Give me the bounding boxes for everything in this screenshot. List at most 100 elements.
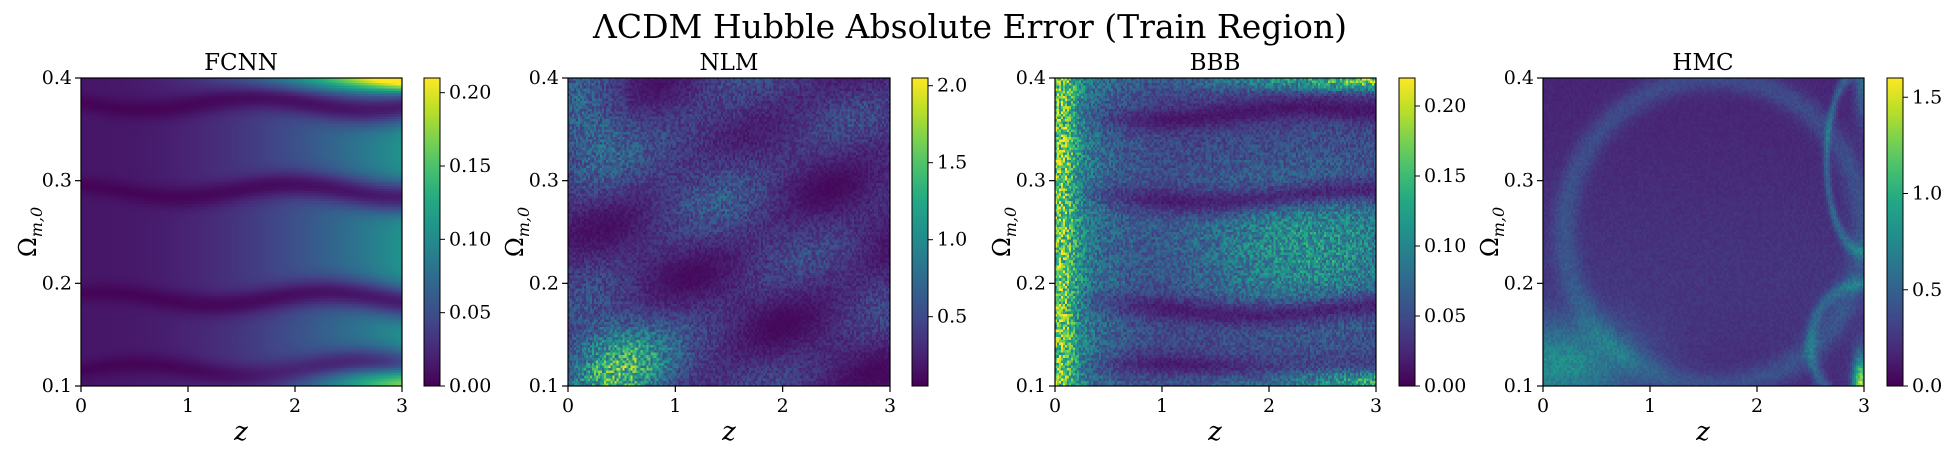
colorbar-image bbox=[424, 78, 440, 386]
x-tick-label: 3 bbox=[1858, 395, 1870, 417]
colorbar-frame bbox=[423, 77, 441, 387]
x-tick-label: 0 bbox=[1537, 395, 1549, 417]
x-axis: 0 1 2 3 bbox=[1537, 386, 1870, 417]
colorbar-tick-label: 0.05 bbox=[1424, 305, 1466, 327]
colorbar-frame bbox=[1398, 77, 1416, 387]
y-axis: 0.1 0.2 0.3 0.4 bbox=[1016, 67, 1055, 397]
colorbar-tick-label: 0.5 bbox=[937, 306, 967, 328]
colorbar-ticks: 0.5 1.0 1.5 2.0 bbox=[928, 75, 967, 328]
colorbar-ticks: 0.0 0.5 1.0 1.5 bbox=[1903, 86, 1941, 397]
colorbar-image bbox=[1887, 78, 1903, 386]
panel-bbb: BBB 0 1 2 3 0.1 0.2 0.3 0.4 z Ωm,0 0.00 0.05 0.1… bbox=[988, 50, 1466, 447]
x-tick-label: 1 bbox=[1156, 395, 1168, 417]
colorbar-tick-label: 0.05 bbox=[449, 302, 491, 324]
colorbar-tick-label: 0.15 bbox=[1424, 165, 1466, 187]
colorbar-frame bbox=[911, 77, 929, 387]
y-tick-label: 0.2 bbox=[42, 272, 72, 294]
plot-frame bbox=[1054, 77, 1377, 387]
colorbar-ticks: 0.00 0.05 0.10 0.15 0.20 bbox=[1415, 95, 1466, 397]
y-tick-label: 0.4 bbox=[529, 67, 559, 89]
x-axis-label: z bbox=[233, 417, 248, 447]
heatmap-image bbox=[568, 78, 890, 386]
y-tick-label: 0.3 bbox=[529, 170, 559, 192]
x-axis-label: z bbox=[721, 417, 736, 447]
y-axis-label: Ωm,0 bbox=[1476, 207, 1508, 257]
heatmap-image bbox=[81, 78, 402, 386]
x-tick-label: 3 bbox=[1370, 395, 1382, 417]
x-tick-label: 3 bbox=[884, 395, 896, 417]
y-tick-label: 0.3 bbox=[1016, 170, 1046, 192]
y-axis-label-text: Ωm,0 bbox=[501, 207, 533, 257]
y-axis: 0.1 0.2 0.3 0.4 bbox=[42, 67, 81, 397]
heatmap-image bbox=[1055, 78, 1376, 386]
colorbar-tick-label: 1.0 bbox=[1912, 183, 1941, 205]
x-tick-label: 3 bbox=[396, 395, 408, 417]
panel-title: NLM bbox=[700, 50, 759, 76]
colorbar-tick-label: 1.0 bbox=[937, 229, 967, 251]
plot-frame bbox=[1542, 77, 1865, 387]
y-tick-label: 0.2 bbox=[1504, 272, 1534, 294]
colorbar-tick-label: 0.0 bbox=[1912, 375, 1941, 397]
panel-nlm: NLM 0 1 2 3 0.1 0.2 0.3 0.4 z Ωm,0 0.5 1.0 1.5 2.… bbox=[501, 50, 967, 447]
x-tick-label: 0 bbox=[75, 395, 87, 417]
x-axis-label: z bbox=[1695, 417, 1710, 447]
y-axis-label-text: Ωm,0 bbox=[14, 207, 46, 257]
x-tick-label: 0 bbox=[1049, 395, 1061, 417]
x-tick-label: 2 bbox=[289, 395, 301, 417]
x-tick-label: 2 bbox=[1751, 395, 1763, 417]
colorbar-tick-label: 0.00 bbox=[449, 375, 491, 397]
x-tick-label: 1 bbox=[182, 395, 194, 417]
colorbar-ticks: 0.00 0.05 0.10 0.15 0.20 bbox=[440, 82, 491, 397]
x-axis: 0 1 2 3 bbox=[75, 386, 408, 417]
x-axis-label: z bbox=[1207, 417, 1222, 447]
x-axis: 0 1 2 3 bbox=[1049, 386, 1382, 417]
x-tick-label: 1 bbox=[669, 395, 681, 417]
y-tick-label: 0.2 bbox=[1016, 272, 1046, 294]
plot-frame bbox=[567, 77, 891, 387]
y-tick-label: 0.1 bbox=[529, 375, 559, 397]
x-tick-label: 0 bbox=[562, 395, 574, 417]
y-tick-label: 0.2 bbox=[529, 272, 559, 294]
colorbar-tick-label: 1.5 bbox=[1912, 86, 1941, 108]
plot-frame bbox=[80, 77, 403, 387]
y-tick-label: 0.1 bbox=[1504, 375, 1534, 397]
colorbar-tick-label: 0.15 bbox=[449, 155, 491, 177]
panel-title: BBB bbox=[1190, 50, 1241, 76]
colorbar-tick-label: 0.10 bbox=[1424, 235, 1466, 257]
y-axis: 0.1 0.2 0.3 0.4 bbox=[529, 67, 568, 397]
x-axis: 0 1 2 3 bbox=[562, 386, 896, 417]
x-tick-label: 1 bbox=[1644, 395, 1656, 417]
colorbar-image bbox=[912, 78, 928, 386]
colorbar-frame bbox=[1886, 77, 1904, 387]
y-axis-label-text: Ωm,0 bbox=[988, 207, 1020, 257]
heatmap-image bbox=[1543, 78, 1864, 386]
y-axis-label: Ωm,0 bbox=[988, 207, 1020, 257]
y-tick-label: 0.3 bbox=[42, 170, 72, 192]
panel-title: FCNN bbox=[204, 50, 278, 76]
colorbar-tick-label: 1.5 bbox=[937, 152, 967, 174]
y-tick-label: 0.1 bbox=[42, 375, 72, 397]
x-tick-label: 2 bbox=[777, 395, 789, 417]
colorbar-tick-label: 0.5 bbox=[1912, 279, 1941, 301]
y-tick-label: 0.3 bbox=[1504, 170, 1534, 192]
y-tick-label: 0.4 bbox=[1016, 67, 1046, 89]
colorbar-tick-label: 0.20 bbox=[449, 82, 491, 104]
y-tick-label: 0.4 bbox=[1504, 67, 1534, 89]
colorbar-tick-label: 0.10 bbox=[449, 228, 491, 250]
colorbar-tick-label: 2.0 bbox=[937, 75, 967, 97]
colorbar-image bbox=[1399, 78, 1415, 386]
panel-title: HMC bbox=[1672, 50, 1733, 76]
panel-hmc: HMC 0 1 2 3 0.1 0.2 0.3 0.4 z Ωm,0 0.0 0.5 1.0 1.… bbox=[1476, 50, 1941, 447]
y-axis-label: Ωm,0 bbox=[14, 207, 46, 257]
y-axis-label-text: Ωm,0 bbox=[1476, 207, 1508, 257]
x-tick-label: 2 bbox=[1263, 395, 1275, 417]
y-axis-label: Ωm,0 bbox=[501, 207, 533, 257]
colorbar-tick-label: 0.20 bbox=[1424, 95, 1466, 117]
figure-title: ΛCDM Hubble Absolute Error (Train Region… bbox=[592, 7, 1347, 46]
colorbar-tick-label: 0.00 bbox=[1424, 375, 1466, 397]
y-tick-label: 0.4 bbox=[42, 67, 72, 89]
y-axis: 0.1 0.2 0.3 0.4 bbox=[1504, 67, 1543, 397]
y-tick-label: 0.1 bbox=[1016, 375, 1046, 397]
